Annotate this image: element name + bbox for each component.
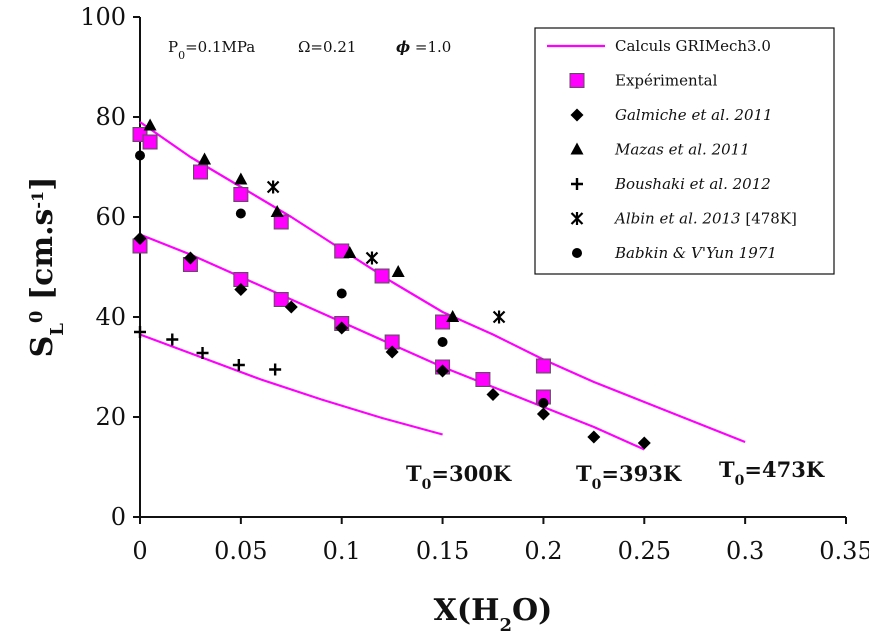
condition-pressure: P0=0.1MPa xyxy=(168,38,255,62)
x-tick-label: 0.15 xyxy=(416,537,469,565)
curve-label-393k: T0=393K xyxy=(576,461,682,493)
axis-ticks: 0 0.05 0.1 0.15 0.2 0.25 0.3 0.35 0 20 40 60 80 100 xyxy=(80,3,869,565)
diamond-point xyxy=(183,251,197,265)
y-tick-label: 80 xyxy=(95,103,126,131)
square-point xyxy=(233,187,249,202)
plus-point xyxy=(269,363,282,376)
square-point xyxy=(142,134,158,150)
square-point xyxy=(374,268,390,284)
triangle-point xyxy=(198,152,212,165)
diamond-point xyxy=(536,407,550,421)
legend-label: Boushaki et al. 2012 xyxy=(614,175,771,193)
triangle-point xyxy=(234,172,248,185)
asterisk-point xyxy=(492,310,506,324)
legend-plus-swatch xyxy=(571,178,583,190)
x-tick-label: 0.05 xyxy=(214,537,267,565)
x-tick-label: 0.35 xyxy=(819,537,869,565)
legend-label: Mazas et al. 2011 xyxy=(614,141,750,159)
diamond-point xyxy=(486,388,500,401)
x-tick-label: 0.25 xyxy=(618,537,671,565)
legend: Calculs GRIMech3.0 Expérimental Galmiche e… xyxy=(534,27,835,275)
y-axis-title: SL0 [cm.s-1] xyxy=(25,177,68,358)
legend-label: Expérimental xyxy=(615,72,718,90)
legend-label: Calculs GRIMech3.0 xyxy=(615,37,771,55)
square-point xyxy=(535,358,551,374)
y-tick-label: 100 xyxy=(80,3,126,31)
x-tick-label: 0.3 xyxy=(726,537,764,565)
curve-label-473k: T0=473K xyxy=(719,457,825,489)
y-tick-label: 20 xyxy=(95,403,126,431)
triangle-point xyxy=(143,118,157,131)
legend-triangle-swatch xyxy=(570,142,584,155)
triangle-point xyxy=(391,265,405,277)
asterisk-point xyxy=(365,251,379,265)
x-tick-label: 0.1 xyxy=(323,537,361,565)
diamond-point xyxy=(284,300,298,314)
condition-phi: ϕ =1.0 xyxy=(396,38,451,56)
plus-point xyxy=(166,333,179,346)
diamond-point xyxy=(637,436,651,450)
square-point xyxy=(475,372,491,387)
diamond-point xyxy=(234,283,248,296)
circle-point xyxy=(235,208,246,219)
legend-label: Babkin & V'Yun 1971 xyxy=(614,244,777,262)
triangle-point xyxy=(446,310,460,322)
triangle-point xyxy=(270,205,284,217)
y-tick-label: 0 xyxy=(111,503,126,531)
circle-point xyxy=(437,337,448,347)
legend-items: Calculs GRIMech3.0 Expérimental Galmiche e… xyxy=(547,37,797,262)
plus-point xyxy=(134,326,146,338)
plus-point xyxy=(196,347,209,359)
square-point xyxy=(193,164,209,180)
legend-square-swatch xyxy=(569,73,585,88)
plus-point xyxy=(232,359,245,371)
model-curve-0 xyxy=(139,333,443,436)
legend-asterisk-swatch xyxy=(570,212,584,225)
square-point xyxy=(273,214,289,230)
legend-label: Galmiche et al. 2011 xyxy=(615,106,773,124)
legend-diamond-swatch xyxy=(570,108,584,122)
legend-box xyxy=(534,27,835,275)
condition-omega: Ω=0.21 xyxy=(298,38,356,56)
x-tick-label: 0.2 xyxy=(524,537,562,565)
legend-circle-swatch xyxy=(572,248,582,258)
circle-point xyxy=(538,398,549,408)
triangle-point xyxy=(343,246,357,258)
curve-label-300k: T0=300K xyxy=(406,461,512,493)
diamond-point xyxy=(335,321,349,335)
x-tick-label: 0 xyxy=(132,537,147,565)
diamond-point xyxy=(133,232,147,245)
asterisk-point xyxy=(266,180,280,194)
x-axis-title: X(H2O) xyxy=(434,593,553,636)
square-point xyxy=(273,292,289,307)
diamond-point xyxy=(385,345,399,359)
circle-point xyxy=(135,150,145,161)
y-tick-label: 40 xyxy=(95,303,126,331)
circle-point xyxy=(336,288,347,299)
diamond-point xyxy=(436,364,450,378)
diamond-point xyxy=(587,430,601,444)
y-tick-label: 60 xyxy=(95,203,126,231)
legend-label: Albin et al. 2013 [478K] xyxy=(613,210,797,228)
data-points xyxy=(132,118,651,450)
